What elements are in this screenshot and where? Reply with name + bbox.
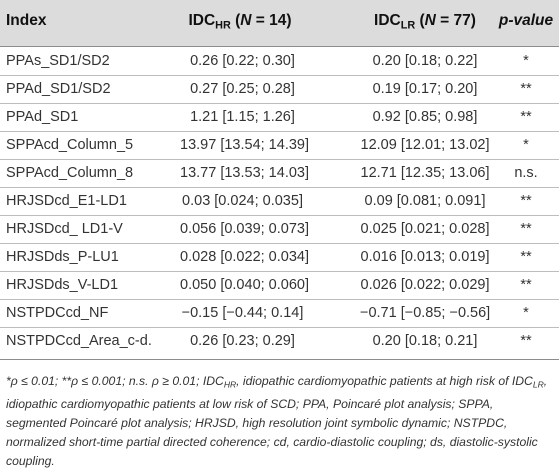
row-divider (0, 299, 559, 300)
row-divider (0, 215, 559, 216)
table-footnote: *ρ ≤ 0.01; **ρ ≤ 0.001; n.s. ρ ≥ 0.01; I… (6, 374, 548, 468)
table-bottom-rule (0, 359, 559, 360)
header-rule (0, 46, 559, 47)
row-index-cell: NSTPDCcd_Area_c-d. (6, 333, 152, 349)
header-index: Index (6, 12, 47, 29)
row-p-value-cell: ** (520, 81, 532, 97)
row-idc-lr-cell: 0.20 [0.18; 0.21] (372, 333, 478, 349)
row-p-value-cell: ** (520, 221, 532, 237)
row-p-value-cell: n.s. (514, 165, 538, 181)
row-p-value-cell: ** (520, 249, 532, 265)
row-index-cell: HRJSDds_V-LD1 (6, 277, 119, 293)
row-index-cell: PPAs_SD1/SD2 (6, 53, 110, 69)
row-idc-lr-cell: 0.025 [0.021; 0.028] (360, 221, 490, 237)
row-p-value-cell: * (523, 305, 529, 321)
header-idc-lr: IDCLR (N = 77) (374, 12, 476, 32)
row-idc-hr-cell: 0.03 [0.024; 0.035] (182, 193, 303, 209)
row-divider (0, 75, 559, 76)
row-divider (0, 271, 559, 272)
row-idc-hr-cell: 0.056 [0.039; 0.073] (180, 221, 309, 237)
row-p-value-cell: * (523, 53, 529, 69)
row-p-value-cell: * (523, 137, 529, 153)
row-index-cell: SPPAcd_Column_5 (6, 137, 134, 153)
row-index-cell: HRJSDcd_ LD1-V (6, 221, 123, 237)
row-p-value-cell: ** (520, 109, 532, 125)
row-idc-hr-cell: 0.27 [0.25; 0.28] (190, 81, 295, 97)
row-idc-lr-cell: 0.09 [0.081; 0.091] (364, 193, 486, 209)
row-idc-lr-cell: 0.016 [0.013; 0.019] (360, 249, 490, 265)
row-idc-lr-cell: 12.71 [12.35; 13.06] (360, 165, 490, 181)
row-idc-hr-cell: 0.26 [0.22; 0.30] (190, 53, 295, 69)
row-idc-hr-cell: 0.050 [0.040; 0.060] (180, 277, 309, 293)
row-idc-hr-cell: 0.26 [0.23; 0.29] (190, 333, 295, 349)
row-index-cell: PPAd_SD1/SD2 (6, 81, 111, 97)
row-idc-hr-cell: 13.97 [13.54; 14.39] (180, 137, 309, 153)
row-divider (0, 131, 559, 132)
row-index-cell: HRJSDds_P-LU1 (6, 249, 119, 265)
row-divider (0, 159, 559, 160)
row-idc-lr-cell: 0.20 [0.18; 0.22] (372, 53, 478, 69)
row-idc-lr-cell: 12.09 [12.01; 13.02] (360, 137, 490, 153)
row-idc-lr-cell: −0.71 [−0.85; −0.56] (360, 305, 491, 321)
row-idc-hr-cell: −0.15 [−0.44; 0.14] (181, 305, 304, 321)
row-idc-lr-cell: 0.026 [0.022; 0.029] (360, 277, 490, 293)
row-idc-hr-cell: 1.21 [1.15; 1.26] (190, 109, 295, 125)
row-divider (0, 103, 559, 104)
row-p-value-cell: ** (520, 277, 532, 293)
row-divider (0, 243, 559, 244)
row-index-cell: SPPAcd_Column_8 (6, 165, 134, 181)
row-divider (0, 327, 559, 328)
row-idc-hr-cell: 13.77 [13.53; 14.03] (180, 165, 309, 181)
row-idc-lr-cell: 0.19 [0.17; 0.20] (372, 81, 478, 97)
row-index-cell: HRJSDcd_E1-LD1 (6, 193, 127, 209)
row-p-value-cell: ** (520, 333, 532, 349)
row-index-cell: PPAd_SD1 (6, 109, 79, 125)
row-divider (0, 187, 559, 188)
header-p-value: p-value (498, 12, 554, 29)
row-index-cell: NSTPDCcd_NF (6, 305, 109, 321)
row-p-value-cell: ** (520, 193, 532, 209)
row-idc-lr-cell: 0.92 [0.85; 0.98] (372, 109, 478, 125)
header-idc-hr: IDCHR (N = 14) (188, 12, 292, 32)
table-header-background (0, 0, 559, 46)
row-idc-hr-cell: 0.028 [0.022; 0.034] (180, 249, 309, 265)
